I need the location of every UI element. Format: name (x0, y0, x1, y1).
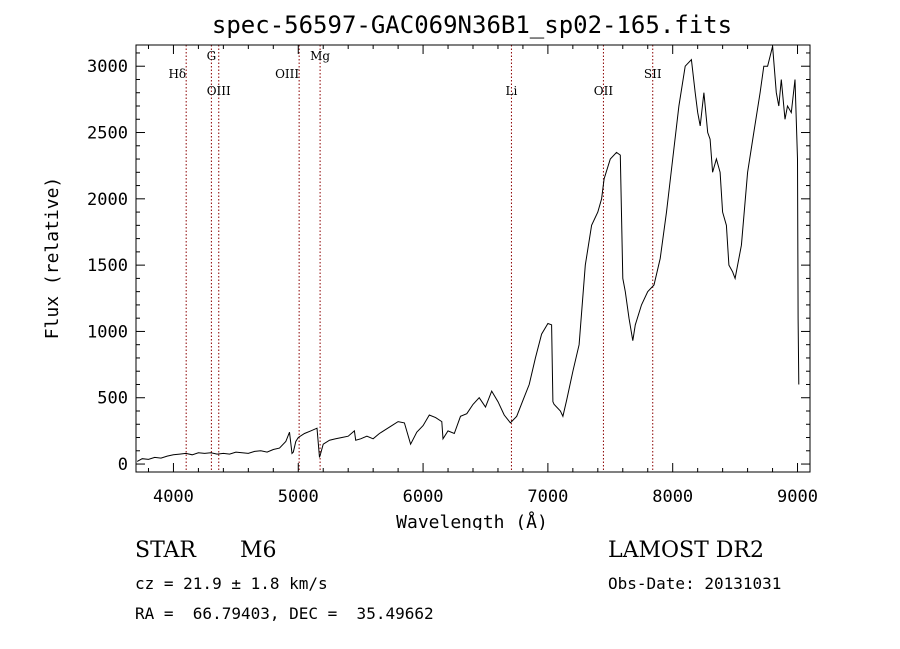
observation-date: Obs-Date: 20131031 (608, 574, 782, 593)
marker-label-4: Mg (310, 49, 330, 63)
marker-label-5: Li (506, 84, 518, 98)
y-axis-label: Flux (relative) (42, 177, 63, 340)
plot-frame (135, 44, 811, 473)
coordinates: RA = 66.79403, DEC = 35.49662 (135, 604, 434, 623)
y-tick-label-5: 2500 (87, 124, 128, 144)
spectrum-chart: spec-56597-GAC069N36B1_sp02-165.fits Hδ G… (42, 11, 818, 530)
spectral-line-markers (185, 45, 654, 472)
x-tick-label-3: 7000 (527, 487, 568, 507)
marker-label-1: G (207, 49, 217, 63)
marker-label-2: OIII (207, 84, 231, 98)
x-tick-label-2: 6000 (403, 487, 444, 507)
object-subclass: M6 (240, 538, 277, 563)
y-tick-label-0: 0 (118, 455, 128, 475)
spectral-line-labels: Hδ G OIII OIII Mg Li OII SII (168, 49, 661, 98)
x-tick-label-4: 8000 (652, 487, 693, 507)
marker-label-7: SII (644, 67, 662, 81)
marker-label-6: OII (594, 84, 614, 98)
y-tick-label-1: 500 (97, 389, 128, 409)
object-type: STAR (135, 538, 196, 563)
x-axis-label: Wavelength (Å) (396, 511, 548, 530)
y-axis-ticks: 0 500 1000 1500 2000 2500 3000 (87, 52, 810, 475)
y-tick-label-3: 1500 (87, 256, 128, 276)
x-tick-label-0: 4000 (153, 487, 194, 507)
y-tick-label-4: 2000 (87, 190, 128, 210)
y-tick-label-6: 3000 (87, 57, 128, 77)
redshift-info: cz = 21.9 ± 1.8 km/s (135, 574, 328, 593)
spectrum-series-line (136, 46, 800, 462)
chart-title: spec-56597-GAC069N36B1_sp02-165.fits (212, 11, 732, 39)
marker-label-3: OIII (275, 67, 299, 81)
x-tick-label-1: 5000 (278, 487, 319, 507)
y-tick-label-2: 1000 (87, 322, 128, 342)
x-axis-ticks: 4000 5000 6000 7000 8000 9000 (147, 45, 818, 507)
survey-name: LAMOST DR2 (608, 538, 764, 563)
x-tick-label-5: 9000 (777, 487, 818, 507)
marker-label-0: Hδ (168, 67, 186, 81)
